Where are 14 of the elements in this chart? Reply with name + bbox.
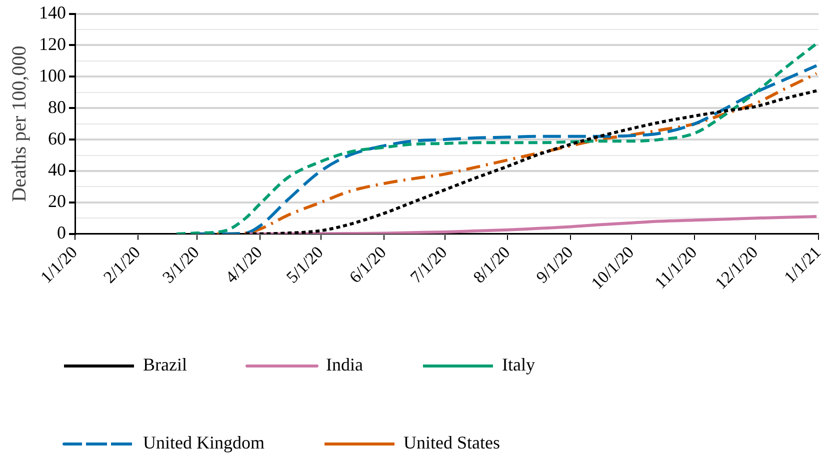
legend-label: Brazil	[143, 354, 187, 375]
legend-label: United States	[403, 432, 500, 453]
y-tick-label: 80	[48, 96, 66, 117]
y-tick-label: 20	[48, 191, 66, 212]
legend-label: Italy	[502, 354, 535, 375]
legend-label: United Kingdom	[143, 432, 264, 453]
y-axis-title: Deaths per 100,000	[8, 46, 30, 202]
y-tick-label: 0	[57, 222, 66, 243]
legend-label: India	[326, 354, 363, 375]
y-tick-label: 100	[39, 65, 66, 86]
y-tick-label: 40	[48, 160, 66, 180]
y-tick-label: 60	[48, 128, 66, 148]
y-tick-label: 120	[39, 34, 66, 54]
y-tick-label: 140	[39, 2, 66, 23]
